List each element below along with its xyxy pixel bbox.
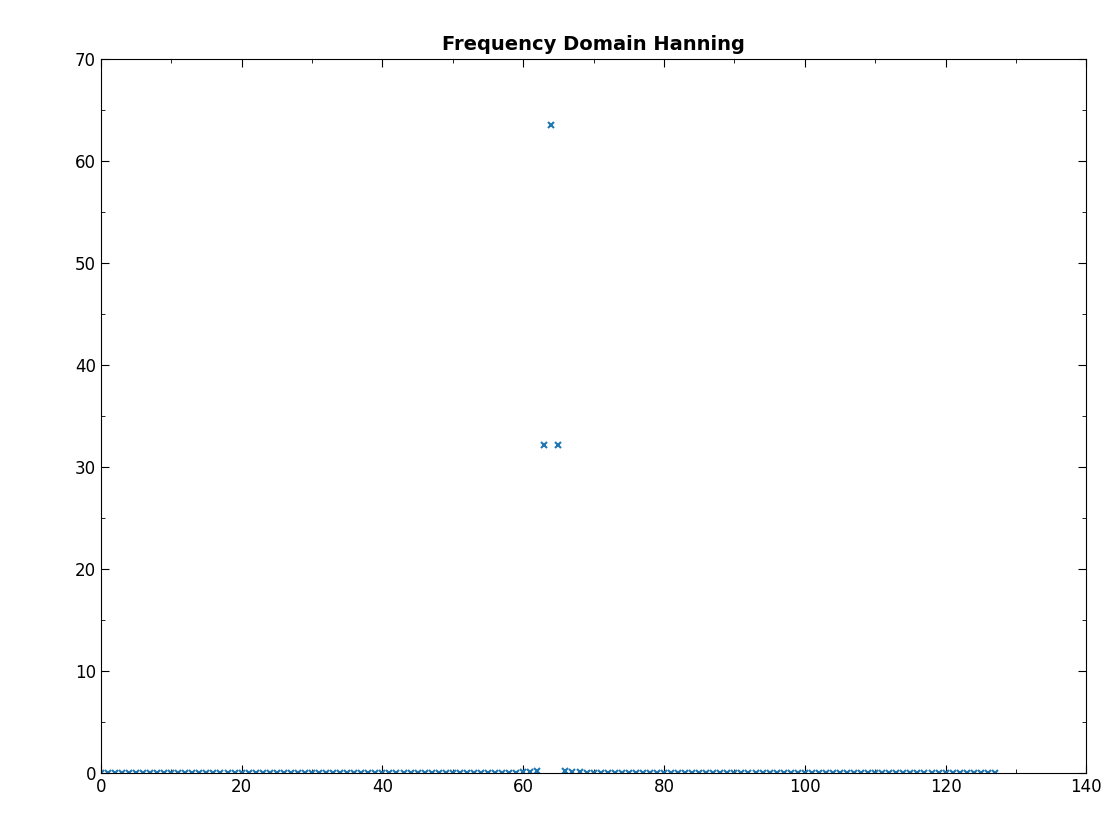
Title: Frequency Domain Hanning: Frequency Domain Hanning: [442, 35, 745, 55]
